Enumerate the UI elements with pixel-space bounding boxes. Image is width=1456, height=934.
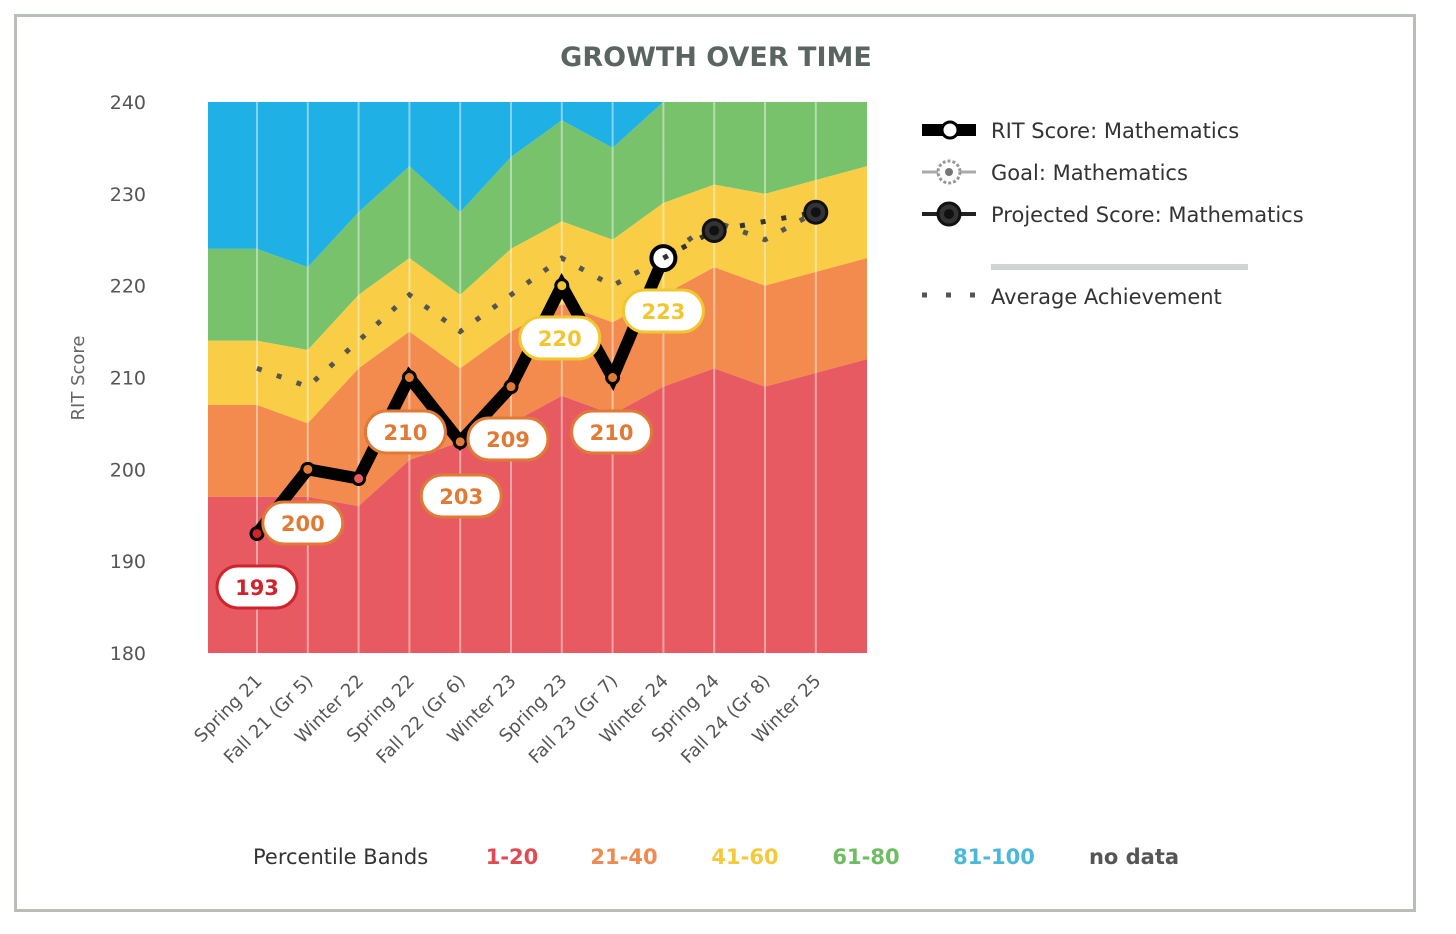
projected-point-dot bbox=[709, 225, 720, 236]
percentile-band-label: 1-20 bbox=[486, 845, 539, 869]
y-axis-label: RIT Score bbox=[68, 336, 89, 421]
data-label: 200 bbox=[281, 512, 325, 536]
data-label: 223 bbox=[641, 300, 685, 324]
legend-projected-dot-icon bbox=[944, 209, 954, 219]
data-label-pill bbox=[466, 416, 550, 462]
rit-point bbox=[249, 526, 265, 542]
legend-goal: Goal: Mathematics bbox=[922, 159, 1188, 185]
legend-rit-marker-icon bbox=[940, 120, 960, 140]
x-tick-label: Fall 24 (Gr 8) bbox=[677, 671, 774, 768]
band-1-20 bbox=[208, 359, 867, 653]
percentile-band-label: 41-60 bbox=[711, 845, 778, 869]
percentile-band-legend: Percentile Bands 1-20 21-40 41-60 61-80 81-1… bbox=[253, 845, 1179, 869]
x-tick-label: Fall 22 (Gr 6) bbox=[372, 671, 469, 768]
legend-average: Average Achievement bbox=[922, 285, 1222, 309]
rit-point bbox=[351, 471, 367, 487]
projected-point-dot bbox=[810, 207, 821, 218]
y-tick-label: 220 bbox=[110, 276, 146, 298]
projected-score-path bbox=[662, 209, 817, 261]
data-label-pill bbox=[518, 315, 602, 361]
data-label-pill bbox=[215, 564, 299, 610]
data-label-pill bbox=[621, 288, 705, 334]
y-tick-label: 190 bbox=[110, 551, 146, 573]
rit-point bbox=[605, 370, 621, 385]
legend-projected: Projected Score: Mathematics bbox=[922, 201, 1304, 227]
rit-point bbox=[300, 461, 316, 477]
data-label: 220 bbox=[538, 327, 582, 351]
x-tick-label: Fall 21 (Gr 5) bbox=[220, 671, 317, 768]
legend-rit-score: RIT Score: Mathematics bbox=[922, 119, 1239, 143]
band-81-100 bbox=[208, 102, 867, 268]
rit-point bbox=[401, 370, 417, 385]
data-label: 193 bbox=[235, 576, 279, 600]
data-label: 209 bbox=[486, 428, 530, 452]
projected-score-line bbox=[662, 199, 829, 261]
y-tick-label: 210 bbox=[110, 368, 146, 390]
rit-point bbox=[554, 278, 570, 294]
percentile-band-label: 81-100 bbox=[953, 845, 1035, 869]
data-label: 210 bbox=[383, 421, 427, 445]
y-tick-label: 180 bbox=[110, 643, 146, 665]
legend-label: Average Achievement bbox=[991, 285, 1222, 309]
y-axis-ticks: 240 230 220 210 200 190 180 bbox=[110, 92, 146, 665]
percentile-band-label: no data bbox=[1089, 845, 1179, 869]
rit-point bbox=[452, 434, 468, 450]
data-label: 210 bbox=[590, 421, 634, 445]
percentile-bands-title: Percentile Bands bbox=[253, 845, 428, 869]
rit-score-line: 193 200 210 203 209 220 210 223 bbox=[215, 244, 705, 610]
data-label-pill bbox=[261, 500, 345, 546]
chart-title: GROWTH OVER TIME bbox=[560, 42, 872, 73]
data-label: 203 bbox=[439, 485, 483, 509]
legend-label: Goal: Mathematics bbox=[991, 161, 1188, 185]
y-tick-label: 230 bbox=[110, 184, 146, 206]
legend-goal-dot-icon bbox=[945, 168, 953, 176]
band-61-80 bbox=[208, 102, 867, 350]
chart-legend: RIT Score: Mathematics Goal: Mathematics… bbox=[922, 119, 1304, 309]
x-tick-label: Fall 23 (Gr 7) bbox=[525, 671, 622, 768]
percentile-band-label: 61-80 bbox=[832, 845, 899, 869]
legend-label: Projected Score: Mathematics bbox=[991, 203, 1304, 227]
y-tick-label: 240 bbox=[110, 92, 146, 114]
legend-label: RIT Score: Mathematics bbox=[991, 119, 1239, 143]
data-label-pill bbox=[363, 409, 447, 455]
data-label-pill bbox=[570, 409, 654, 455]
data-label-pill bbox=[419, 473, 503, 519]
percentile-band-label: 21-40 bbox=[590, 845, 657, 869]
y-tick-label: 200 bbox=[110, 459, 146, 481]
rit-point bbox=[503, 379, 519, 395]
